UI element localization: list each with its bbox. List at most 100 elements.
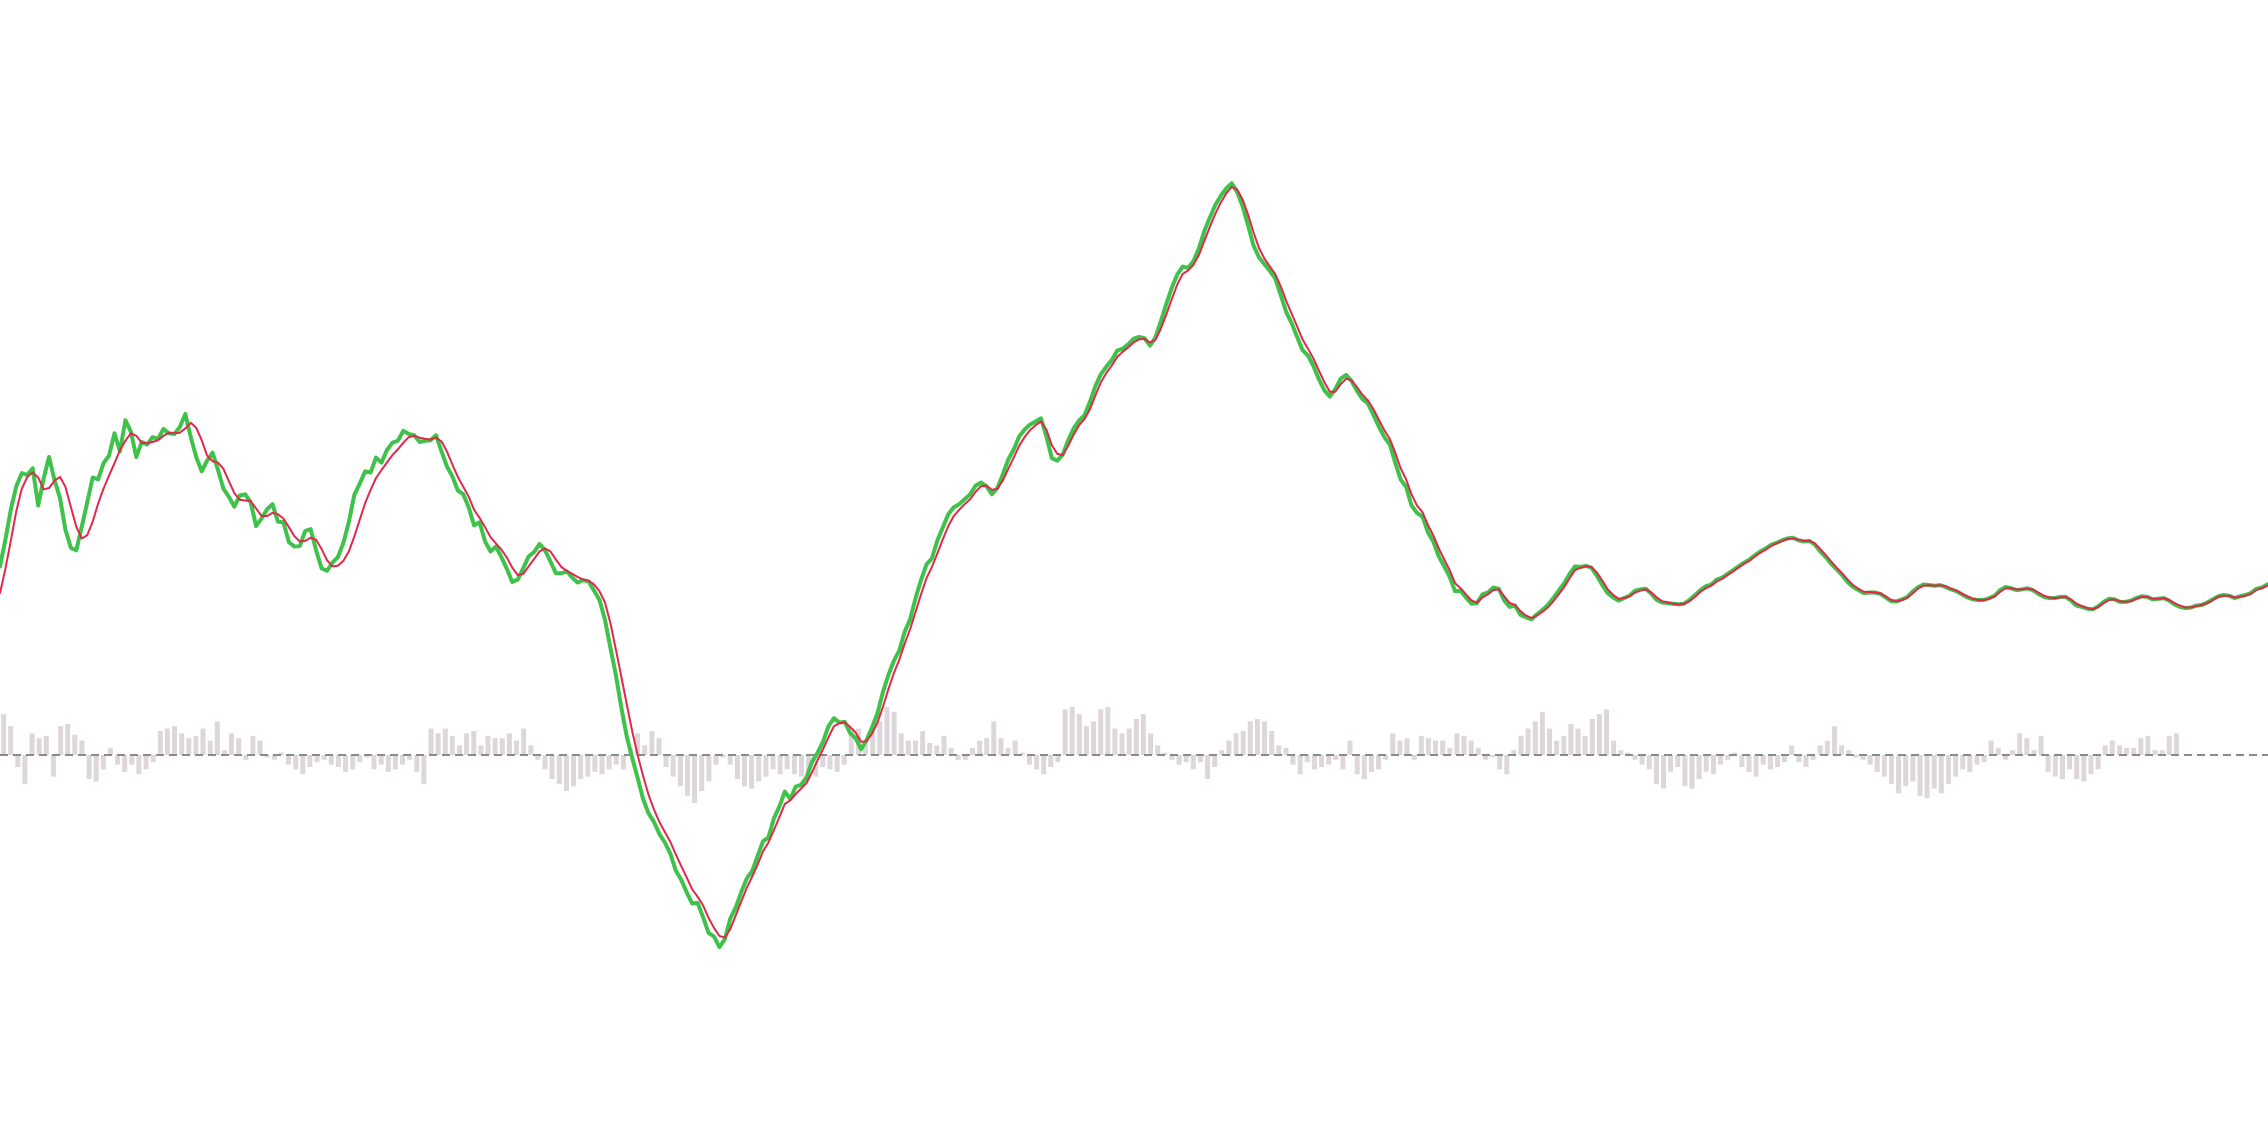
histogram-bar bbox=[1860, 755, 1866, 760]
histogram-bar bbox=[1589, 719, 1595, 755]
histogram-bar bbox=[478, 745, 484, 755]
histogram-bar bbox=[428, 728, 434, 755]
histogram-bar bbox=[1981, 755, 1987, 763]
histogram-bar bbox=[1782, 755, 1788, 763]
histogram-bar bbox=[1069, 707, 1075, 755]
histogram-bar bbox=[948, 747, 954, 755]
histogram-bar bbox=[1226, 740, 1232, 755]
histogram-bar bbox=[492, 738, 498, 755]
histogram-bar bbox=[699, 755, 705, 791]
histogram-bar bbox=[1276, 745, 1282, 755]
histogram-bar bbox=[457, 745, 462, 755]
histogram-bar bbox=[136, 755, 142, 775]
histogram-bar bbox=[1775, 755, 1780, 767]
histogram-bar bbox=[50, 755, 56, 777]
histogram-bar bbox=[749, 755, 755, 789]
histogram-bar bbox=[1803, 755, 1809, 767]
histogram-bar bbox=[143, 755, 149, 770]
histogram-bar bbox=[236, 738, 242, 755]
histogram-bar bbox=[841, 755, 847, 765]
histogram-bar bbox=[1853, 755, 1859, 758]
histogram-bar bbox=[1789, 745, 1795, 755]
histogram-bar bbox=[1796, 755, 1802, 763]
histogram-bar bbox=[2081, 755, 2087, 782]
histogram-bar bbox=[962, 755, 968, 760]
histogram-bar bbox=[1625, 752, 1631, 755]
histogram-bar bbox=[1354, 755, 1360, 775]
histogram-bar bbox=[1233, 733, 1239, 755]
histogram-bar bbox=[692, 755, 698, 803]
histogram-bar bbox=[1518, 735, 1524, 755]
histogram-bar bbox=[606, 755, 612, 770]
histogram-bar bbox=[599, 755, 605, 775]
histogram-bar bbox=[1497, 755, 1503, 770]
histogram-bar bbox=[920, 731, 926, 755]
histogram-bar bbox=[1988, 740, 1994, 755]
histogram-bar bbox=[991, 721, 997, 755]
histogram-bar bbox=[727, 755, 733, 765]
histogram-bar bbox=[378, 755, 384, 765]
histogram-bar bbox=[221, 750, 227, 755]
histogram-bar bbox=[955, 755, 961, 760]
histogram-bar bbox=[1618, 750, 1624, 755]
histogram-bar bbox=[1212, 755, 1218, 767]
histogram-bar bbox=[756, 755, 762, 782]
histogram-bar bbox=[278, 752, 284, 755]
histogram-bar bbox=[1974, 755, 1980, 765]
histogram-bar bbox=[1696, 755, 1702, 779]
histogram-bar bbox=[1418, 735, 1424, 755]
histogram-bar bbox=[1034, 755, 1040, 770]
histogram-bar bbox=[1604, 709, 1609, 755]
histogram-bar bbox=[499, 738, 505, 755]
histogram-bar bbox=[293, 755, 299, 770]
histogram-bar bbox=[214, 721, 220, 755]
histogram-bar bbox=[635, 733, 641, 755]
histogram-bar bbox=[335, 755, 341, 767]
histogram-bar bbox=[79, 740, 85, 755]
histogram-bar bbox=[2031, 750, 2037, 755]
histogram-bar bbox=[1, 714, 7, 755]
histogram-bar bbox=[1098, 709, 1104, 755]
histogram-bar bbox=[571, 755, 576, 787]
histogram-bar bbox=[2095, 755, 2101, 770]
histogram-bar bbox=[863, 740, 869, 755]
histogram-bar bbox=[613, 755, 619, 765]
histogram-bar bbox=[1027, 755, 1032, 765]
histogram-bar bbox=[656, 738, 662, 755]
histogram-bar bbox=[343, 755, 348, 772]
histogram-bar bbox=[1767, 755, 1773, 770]
histogram-bar bbox=[1269, 731, 1275, 755]
histogram-bar bbox=[777, 755, 783, 775]
histogram-bar bbox=[1874, 755, 1880, 772]
histogram-bar bbox=[578, 755, 584, 779]
histogram-bar bbox=[1447, 747, 1453, 755]
histogram-bar bbox=[442, 728, 448, 755]
histogram-bar bbox=[307, 755, 313, 767]
histogram-bar bbox=[1126, 728, 1132, 755]
histogram-bar bbox=[1504, 755, 1510, 775]
histogram-bar bbox=[2088, 755, 2094, 775]
histogram-bar bbox=[1197, 755, 1203, 763]
histogram-bar bbox=[521, 728, 527, 755]
histogram-bar bbox=[2124, 747, 2130, 755]
histogram-bar bbox=[1732, 752, 1738, 755]
histogram-bar bbox=[15, 755, 21, 767]
histogram-bar bbox=[1554, 740, 1560, 755]
histogram-bar bbox=[1632, 755, 1638, 760]
histogram-bar bbox=[464, 733, 470, 755]
histogram-bar bbox=[592, 755, 598, 772]
histogram-bar bbox=[385, 755, 391, 772]
histogram-bar bbox=[65, 723, 71, 755]
series-line-signal bbox=[0, 186, 2268, 939]
histogram-bar bbox=[898, 733, 904, 755]
histogram-bar bbox=[1383, 755, 1389, 760]
histogram-bar bbox=[328, 755, 334, 765]
histogram-bar bbox=[1839, 745, 1845, 755]
histogram-bar bbox=[763, 755, 769, 777]
histogram-bar bbox=[663, 755, 669, 767]
histogram-bar bbox=[1311, 755, 1317, 770]
histogram-bar bbox=[1304, 755, 1310, 763]
histogram-bar bbox=[1404, 738, 1410, 755]
histogram-bar bbox=[1810, 755, 1816, 760]
histogram-bar bbox=[2173, 733, 2179, 755]
